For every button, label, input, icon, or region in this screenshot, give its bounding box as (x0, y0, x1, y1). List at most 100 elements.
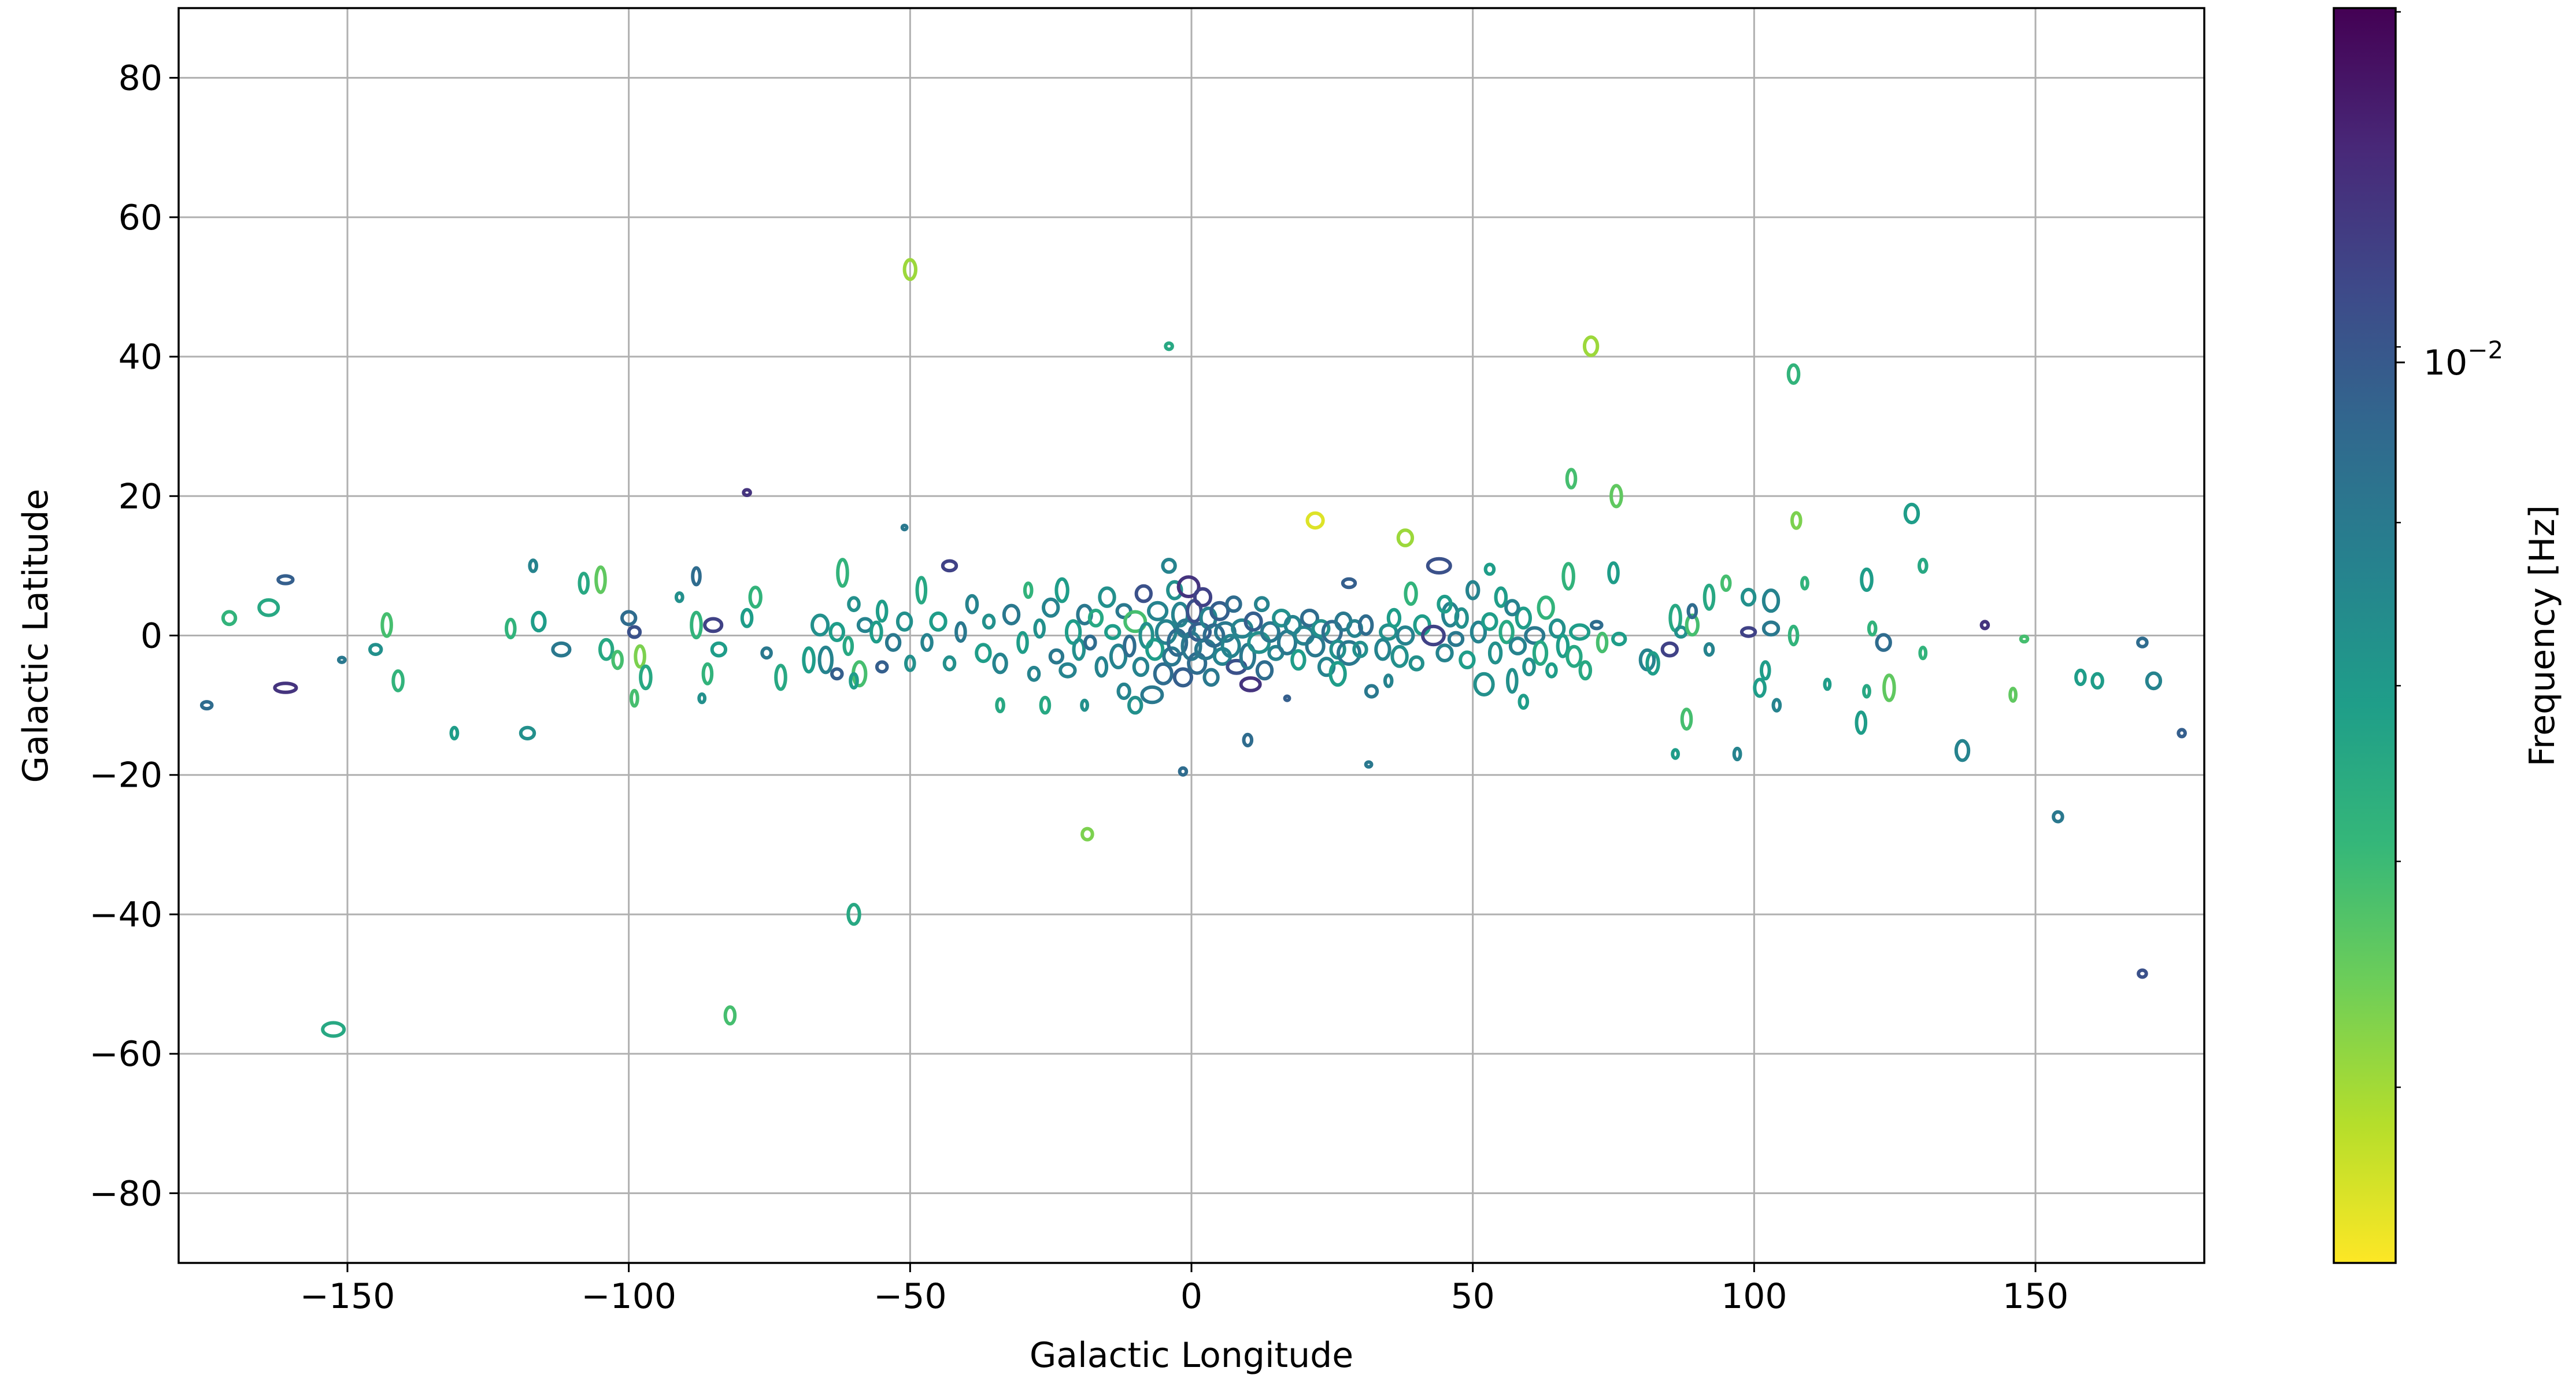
data-point (1702, 583, 1716, 611)
data-point (1048, 648, 1065, 665)
data-point (1481, 612, 1498, 631)
data-point (982, 613, 996, 630)
data-point (1578, 660, 1593, 681)
data-point (992, 653, 1008, 675)
data-point (1364, 684, 1379, 699)
data-point (902, 258, 918, 281)
data-point (1537, 595, 1555, 620)
data-point (1154, 619, 1178, 645)
data-point (1283, 614, 1302, 635)
data-point (1760, 660, 1771, 681)
data-point (710, 641, 728, 658)
data-point (578, 572, 590, 595)
data-point (1556, 633, 1570, 658)
y-tick-label: 20 (119, 476, 162, 517)
data-point (875, 660, 889, 674)
data-point (1790, 511, 1803, 530)
colorbar-label: Frequency [Hz] (2522, 505, 2563, 766)
x-tick-label: 150 (2003, 1276, 2069, 1317)
data-point (1524, 626, 1546, 645)
data-point (690, 610, 703, 640)
data-point (1823, 677, 1832, 691)
data-point (1225, 595, 1242, 613)
data-point (842, 636, 854, 657)
data-point (701, 662, 714, 686)
data-point (1311, 619, 1331, 638)
data-point (1242, 732, 1254, 748)
data-point (1518, 694, 1530, 710)
data-point (1771, 698, 1782, 713)
data-point (1404, 581, 1418, 606)
data-point (1386, 607, 1402, 628)
data-point (995, 697, 1005, 713)
data-point (975, 643, 992, 664)
data-point (639, 664, 653, 691)
data-point (691, 566, 702, 587)
y-tick-label: −20 (89, 755, 162, 796)
data-point (1740, 587, 1757, 607)
data-point (1145, 638, 1165, 661)
data-point (740, 607, 754, 628)
data-point (1080, 698, 1089, 712)
data-point (1860, 567, 1874, 592)
data-point (1080, 827, 1094, 842)
data-point (920, 633, 934, 652)
data-point (1396, 625, 1415, 646)
data-point (598, 638, 615, 661)
data-point (1290, 649, 1306, 671)
data-point (830, 667, 844, 681)
data-point (1305, 511, 1325, 530)
data-point (1867, 620, 1878, 637)
data-point (276, 574, 295, 586)
x-tick-label: −150 (300, 1276, 395, 1317)
data-point (1254, 596, 1270, 613)
data-point (2136, 636, 2149, 649)
data-point (1739, 626, 1757, 638)
data-point (1786, 363, 1801, 385)
data-point (1437, 594, 1453, 614)
data-point (1209, 601, 1230, 621)
data-point (1300, 609, 1319, 628)
data-point (954, 621, 967, 643)
y-tick-label: 0 (140, 616, 162, 657)
data-point (1039, 695, 1052, 715)
data-point (1390, 644, 1409, 668)
data-point (760, 646, 773, 660)
data-point (1283, 694, 1291, 702)
data-point (1134, 584, 1153, 603)
data-point (1202, 668, 1220, 687)
data-point (620, 610, 638, 627)
data-point (1104, 624, 1122, 640)
x-tick-label: −50 (874, 1276, 947, 1317)
data-point (1611, 631, 1627, 647)
data-point (1862, 684, 1871, 699)
data-point (1337, 640, 1361, 666)
data-point (1732, 746, 1742, 762)
data-point (1582, 335, 1600, 357)
data-point (1506, 668, 1519, 694)
data-point (1083, 634, 1097, 651)
data-point (904, 654, 916, 672)
data-point (836, 558, 849, 588)
data-point (884, 633, 902, 652)
data-point (1087, 609, 1104, 628)
data-point (1176, 575, 1201, 598)
data-point (273, 681, 298, 694)
data-point (2137, 968, 2148, 979)
data-point (1761, 620, 1781, 637)
data-point (1761, 588, 1781, 613)
data-point (1454, 607, 1469, 629)
data-point (1918, 558, 1929, 574)
data-point (1127, 695, 1143, 715)
data-point (810, 613, 830, 637)
data-point (634, 644, 646, 669)
colorbar (2333, 7, 2397, 1264)
data-point (1383, 673, 1394, 688)
data-point (505, 617, 517, 640)
data-point (1328, 661, 1347, 687)
data-point (1255, 660, 1274, 681)
x-tick-label: 0 (1180, 1276, 1202, 1317)
data-point (1487, 641, 1503, 665)
data-point (1132, 657, 1150, 677)
